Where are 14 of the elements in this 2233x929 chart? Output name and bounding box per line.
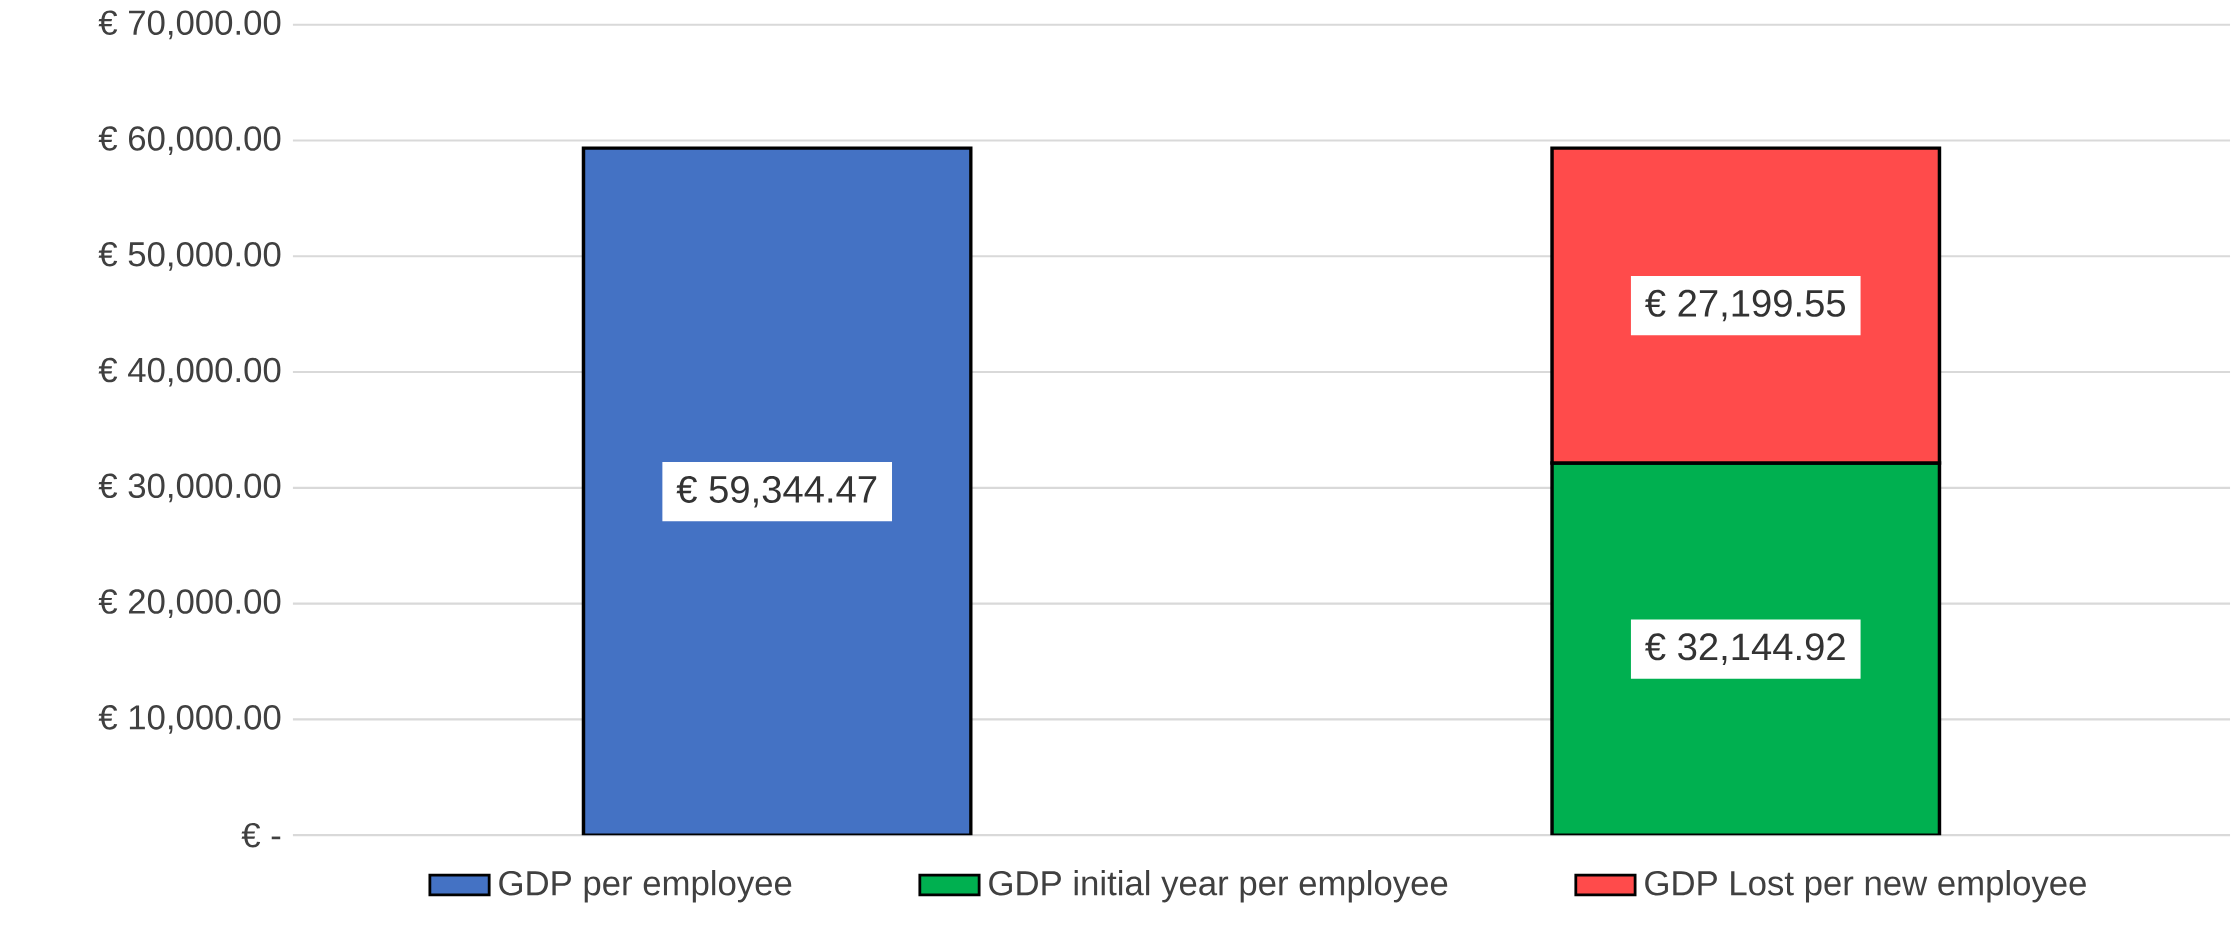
y-tick-label: € 20,000.00 bbox=[98, 589, 281, 618]
data-label: € 59,344.47 bbox=[676, 475, 877, 508]
legend-label: GDP initial year per employee bbox=[989, 869, 1448, 903]
y-tick-label: € 10,000.00 bbox=[98, 705, 281, 734]
y-tick-label: € 50,000.00 bbox=[98, 241, 281, 271]
y-tick-label: € 60,000.00 bbox=[98, 126, 281, 155]
y-tick-label: € 70,000.00 bbox=[98, 10, 281, 40]
data-label: € 32,144.92 bbox=[1645, 633, 1845, 665]
legend-label: GDP per employee bbox=[499, 869, 792, 903]
data-label: € 27,199.55 bbox=[1645, 289, 1845, 322]
y-tick-label: € - bbox=[241, 822, 281, 848]
y-tick-label: € 30,000.00 bbox=[98, 473, 281, 503]
y-tick-label: € 40,000.00 bbox=[98, 357, 281, 387]
legend-label: GDP Lost per new employee bbox=[1645, 869, 2086, 903]
